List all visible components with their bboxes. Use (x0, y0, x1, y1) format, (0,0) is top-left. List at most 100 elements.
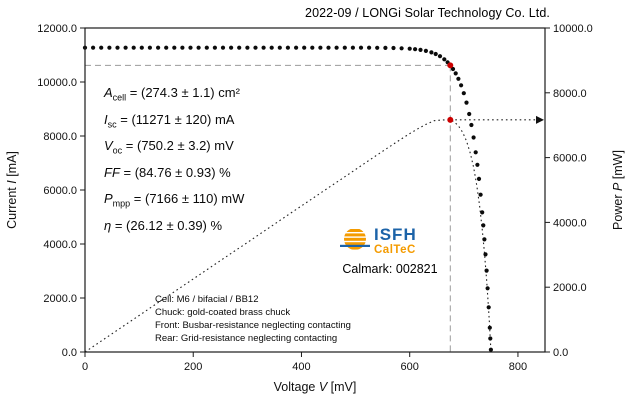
logo-text: ISFH CalTeC (374, 226, 417, 257)
iv-point (450, 66, 456, 72)
iv-point (484, 268, 489, 273)
iv-point (237, 45, 242, 50)
y-right-tick-label: 4000.0 (553, 217, 587, 229)
result-symbol: A (104, 85, 113, 100)
iv-point (461, 91, 466, 96)
iv-point (245, 45, 250, 50)
x-axis-label: Voltage V [mV] (274, 380, 357, 394)
iv-point (277, 45, 282, 50)
y-right-tick-label: 8000.0 (553, 88, 587, 100)
iv-point (212, 45, 217, 50)
y-right-tick-label: 10000.0 (553, 23, 593, 35)
iv-point (413, 47, 418, 52)
iv-point (334, 45, 339, 50)
right-axis-label: Power P [mW] (611, 150, 625, 230)
iv-point (367, 45, 372, 50)
iv-point (107, 45, 112, 50)
iv-point (188, 45, 193, 50)
iv-point (407, 46, 412, 51)
x-tick-label: 400 (292, 361, 310, 373)
x-tick-label: 200 (184, 361, 202, 373)
iv-point (139, 45, 144, 50)
pmpp-arrowhead-icon (536, 115, 544, 124)
iv-point (475, 162, 480, 167)
iv-point (196, 45, 201, 50)
iv-point (383, 45, 388, 51)
result-value: = (26.12 ± 0.39) % (111, 217, 223, 233)
iv-point (473, 150, 478, 155)
logo-caltec-text: CalTeC (374, 244, 416, 256)
iv-point (429, 50, 434, 55)
iv-point (375, 45, 380, 50)
iv-point (467, 111, 472, 117)
result-value: = (7166 ± 110) mW (130, 191, 245, 207)
result-symbol: η (104, 217, 112, 233)
result-value: = (274.3 ± 1.1) cm² (126, 85, 240, 100)
mpp-point-iv (447, 62, 454, 69)
y-left-tick-label: 8000.0 (43, 131, 77, 143)
logo-isfh-text: ISFH (374, 225, 417, 244)
iv-point (391, 45, 396, 51)
result-symbol: I (104, 111, 108, 127)
iv-point (285, 45, 290, 50)
iv-point (480, 210, 485, 215)
iv-point (418, 47, 423, 53)
measurement-notes: Cell: M6 / bifacial / BB12 Chuck: gold-c… (155, 293, 351, 345)
result-ff: FF = (84.76 ± 0.93) % (104, 162, 244, 189)
y-left-tick-label: 12000.0 (37, 23, 77, 35)
note-rear: Rear: Grid-resistance neglecting contact… (155, 333, 338, 344)
left-axis-label: Current I [mA] (5, 151, 19, 229)
result-subscript: sc (107, 119, 117, 130)
iv-point (302, 45, 307, 50)
result-symbol: P (104, 191, 113, 207)
iv-point (433, 51, 438, 57)
note-cell: Cell: M6 / bifacial / BB12 (155, 294, 259, 305)
iv-point (172, 45, 177, 50)
result-symbol: FF (104, 164, 120, 180)
iv-point (358, 45, 364, 50)
result-pmpp: Pmpp = (7166 ± 110) mW (104, 188, 244, 215)
logo-blue-line (340, 244, 370, 247)
x-tick-label: 800 (509, 361, 527, 373)
iv-point (464, 100, 469, 105)
x-axis-label-var: V (319, 380, 329, 394)
iv-point (318, 45, 323, 50)
right-axis-label-pre: Power (611, 191, 625, 230)
iv-point (478, 192, 483, 197)
iv-point (350, 45, 355, 50)
iv-point (204, 45, 209, 50)
note-front: Front: Busbar-resistance neglecting cont… (155, 320, 351, 331)
result-value: = (11271 ± 120) mA (116, 111, 235, 127)
iv-point (310, 45, 315, 50)
result-efficiency: η = (26.12 ± 0.39) % (104, 215, 244, 242)
y-left-tick-label: 10000.0 (37, 77, 77, 89)
iv-point (459, 83, 464, 88)
result-symbol: V (104, 138, 113, 154)
iv-point (115, 45, 120, 50)
isfh-caltec-logo: ISFH CalTeC (340, 226, 417, 257)
iv-point (423, 48, 428, 54)
iv-point (486, 305, 491, 310)
iv-point (99, 45, 104, 50)
iv-point (485, 286, 490, 291)
result-voc: Voc = (750.2 ± 3.2) mV (104, 135, 244, 162)
iv-point (476, 176, 482, 181)
iv-point (220, 45, 226, 50)
y-left-tick-label: 2000.0 (43, 293, 77, 305)
calmark-label: Calmark: 002821 (342, 262, 438, 276)
x-axis-label-pre: Voltage (274, 380, 319, 394)
iv-point (269, 45, 274, 50)
right-axis-label-var: P (611, 182, 625, 191)
iv-point (147, 45, 152, 50)
measurement-results: Acell = (274.3 ± 1.1) cm² Isc = (11271 ±… (104, 82, 244, 242)
result-subscript: oc (112, 145, 123, 156)
x-axis-label-post: [mV] (327, 380, 356, 394)
result-value: = (84.76 ± 0.93) % (119, 164, 231, 180)
left-axis-label-var: I (5, 180, 19, 184)
chart-title: 2022-09 / LONGi Solar Technology Co. Ltd… (305, 6, 550, 20)
result-subscript: cell (112, 92, 127, 103)
y-left-tick-label: 6000.0 (43, 185, 77, 197)
y-left-tick-label: 0.0 (62, 347, 77, 359)
iv-point (481, 223, 486, 228)
